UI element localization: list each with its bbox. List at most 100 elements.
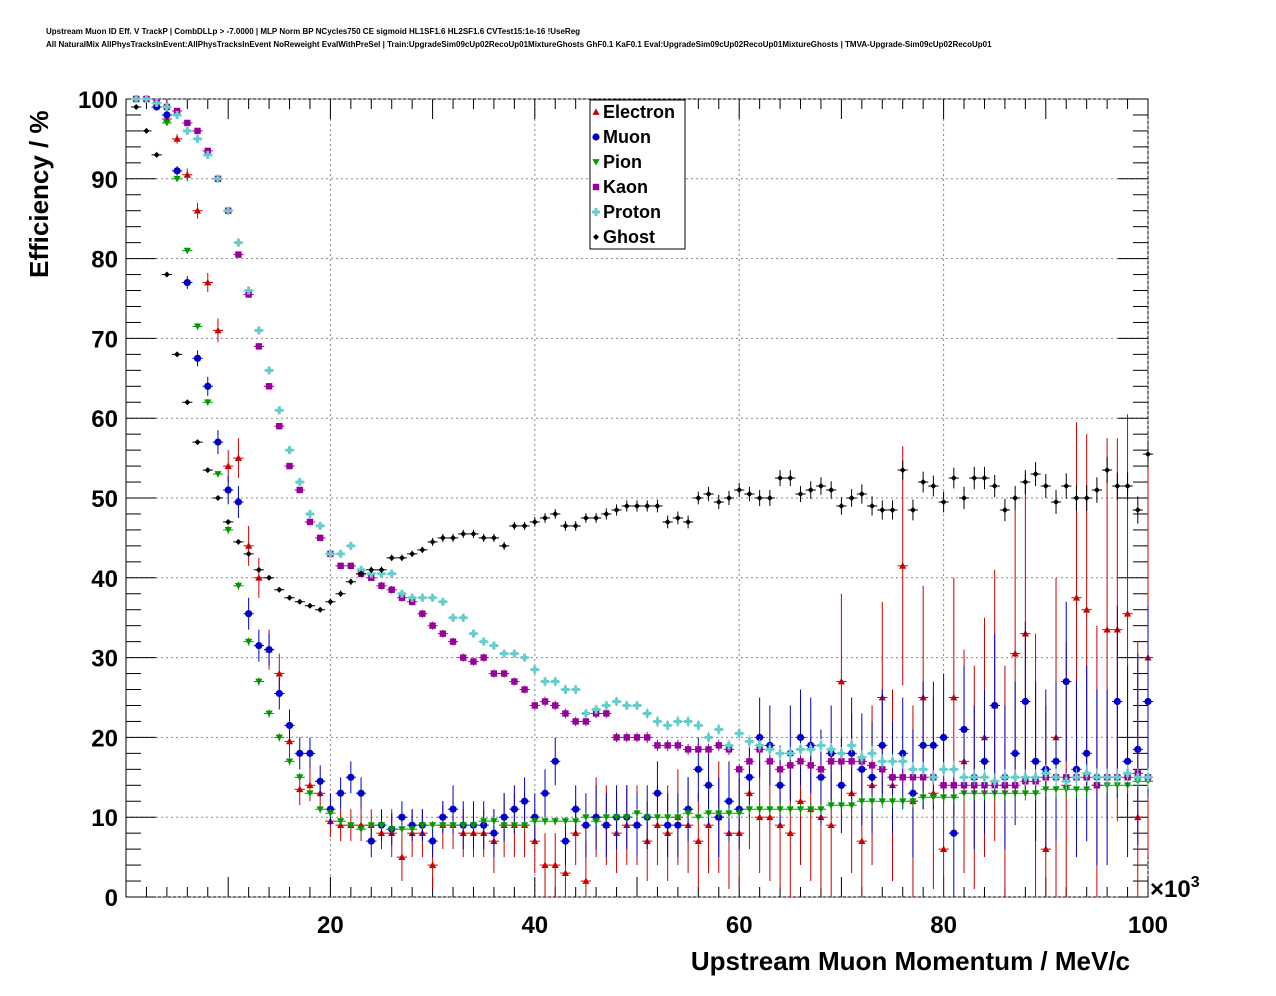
data-point: [684, 746, 692, 753]
x-tick-label: 80: [930, 912, 957, 939]
data-point: [663, 721, 672, 730]
data-point: [521, 522, 528, 529]
data-point: [919, 774, 927, 781]
data-point: [306, 781, 314, 789]
data-point: [1145, 451, 1151, 458]
data-point: [450, 534, 457, 541]
data-point: [715, 742, 722, 749]
data-point: [858, 798, 866, 805]
data-point: [531, 818, 539, 825]
data-point: [582, 821, 590, 829]
legend-marker-pion: [592, 159, 600, 166]
data-point: [419, 546, 426, 553]
data-point: [735, 810, 743, 817]
data-point: [960, 773, 969, 782]
data-point: [562, 522, 569, 529]
data-point: [643, 814, 651, 821]
data-point: [234, 582, 243, 590]
data-point: [899, 798, 907, 805]
data-point: [490, 818, 498, 825]
data-point: [664, 518, 671, 525]
data-point: [1011, 790, 1019, 797]
data-point: [358, 570, 365, 577]
data-point: [511, 678, 518, 685]
data-point: [357, 789, 365, 797]
data-point: [153, 151, 160, 158]
data-point: [317, 606, 324, 613]
data-point: [950, 782, 958, 789]
data-point: [971, 475, 978, 482]
data-point: [1052, 773, 1061, 782]
data-point: [234, 238, 243, 247]
data-point: [940, 794, 948, 801]
data-point: [347, 773, 355, 781]
data-point: [909, 774, 917, 781]
data-point: [337, 789, 345, 797]
data-point: [429, 822, 437, 829]
data-point: [796, 745, 805, 754]
data-point: [950, 475, 957, 482]
data-point: [449, 805, 457, 813]
data-point: [796, 733, 805, 742]
y-tick-label: 50: [91, 486, 118, 513]
data-point: [1053, 498, 1060, 505]
data-point: [204, 278, 212, 286]
data-point: [286, 462, 293, 470]
data-point: [234, 454, 243, 461]
data-point: [377, 822, 386, 829]
data-point: [786, 749, 795, 758]
legend-marker-proton: [592, 208, 600, 216]
legend-marker-muon: [592, 133, 600, 141]
data-point: [664, 742, 671, 749]
data-point: [449, 613, 458, 622]
data-point: [562, 710, 569, 717]
data-point: [593, 514, 600, 521]
data-point: [429, 622, 436, 629]
data-point: [980, 790, 989, 797]
data-point: [530, 665, 539, 674]
data-point: [255, 574, 263, 581]
x-axis-multiplier: ×103: [1150, 874, 1200, 903]
data-point: [1032, 471, 1039, 478]
data-point: [245, 550, 252, 557]
data-point: [398, 813, 406, 821]
data-point: [1072, 594, 1081, 601]
data-point: [930, 483, 937, 490]
data-point: [1011, 650, 1019, 657]
data-point: [418, 822, 426, 829]
data-point: [490, 534, 497, 541]
data-point: [183, 171, 191, 178]
data-point: [776, 806, 784, 813]
data-point: [255, 678, 263, 686]
data-point: [1052, 757, 1060, 765]
data-point: [1001, 790, 1009, 797]
data-point: [500, 670, 508, 677]
data-point: [674, 514, 681, 521]
data-point: [173, 110, 182, 119]
data-point: [685, 518, 692, 525]
data-point: [357, 826, 365, 833]
data-point: [940, 498, 947, 505]
data-point: [909, 506, 916, 513]
data-point: [746, 491, 753, 498]
data-point: [429, 837, 437, 845]
data-point: [816, 741, 825, 750]
data-point: [602, 814, 610, 821]
data-point: [388, 586, 395, 593]
data-point: [388, 554, 395, 561]
data-point: [888, 757, 897, 766]
data-point: [285, 758, 294, 765]
data-point: [1083, 606, 1091, 613]
data-point: [255, 642, 263, 650]
data-point: [725, 797, 733, 805]
data-point: [265, 383, 273, 390]
series-proton: [131, 95, 1154, 791]
data-point: [490, 670, 498, 677]
data-point: [296, 598, 303, 605]
data-point: [203, 150, 212, 159]
data-point: [214, 495, 221, 501]
data-point: [418, 593, 427, 602]
x-tick-label: 20: [317, 912, 344, 939]
data-point: [1001, 506, 1008, 513]
data-point: [899, 749, 907, 757]
